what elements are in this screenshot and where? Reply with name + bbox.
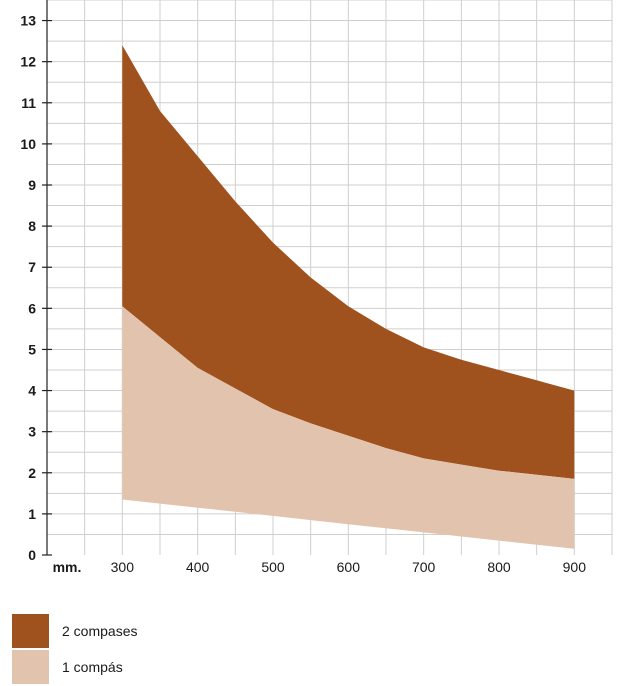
x-tick-label: 700 [412, 559, 436, 575]
axes [42, 0, 52, 556]
legend-label-2-compases: 2 compases [62, 623, 138, 639]
x-tick-label: 600 [337, 559, 361, 575]
y-tick-label: 13 [20, 13, 36, 29]
y-tick-label: 10 [20, 136, 36, 152]
y-tick-label: 12 [20, 54, 36, 70]
y-tick-label: 11 [21, 95, 36, 111]
x-tick-label: 800 [487, 559, 511, 575]
legend-item-1-compas: 1 compás [12, 650, 123, 684]
y-tick-label: 9 [28, 177, 36, 193]
y-tick-label: 1 [28, 506, 36, 522]
legend: 2 compases 1 compás [12, 614, 312, 684]
x-tick-label: 500 [261, 559, 285, 575]
y-tick-label: 0 [28, 547, 36, 563]
y-tick-label: 7 [28, 259, 36, 275]
x-tick-label: 300 [111, 559, 135, 575]
chart: 0 1 2 3 4 5 6 7 8 9 10 11 12 13 300 400 500 600 700 800 900 m… [20, 0, 613, 575]
x-tick-label: 900 [563, 559, 587, 575]
y-tick-label: 6 [28, 300, 36, 316]
legend-item-2-compases: 2 compases [12, 614, 137, 648]
y-tick-label: 2 [28, 465, 36, 481]
legend-swatch-2-compases [12, 614, 49, 648]
x-axis-label: mm. [53, 559, 82, 575]
legend-label-1-compas: 1 compás [62, 659, 123, 675]
y-tick-label: 3 [28, 424, 36, 440]
areas [122, 45, 575, 549]
y-tick-label: 5 [28, 341, 36, 357]
series-area-1-comp-s [122, 306, 575, 549]
series-area-2-compases [122, 45, 575, 479]
x-tick-label: 400 [186, 559, 210, 575]
legend-swatch-1-compas [12, 650, 49, 684]
y-tick-label: 4 [28, 383, 36, 399]
y-tick-label: 8 [28, 218, 36, 234]
